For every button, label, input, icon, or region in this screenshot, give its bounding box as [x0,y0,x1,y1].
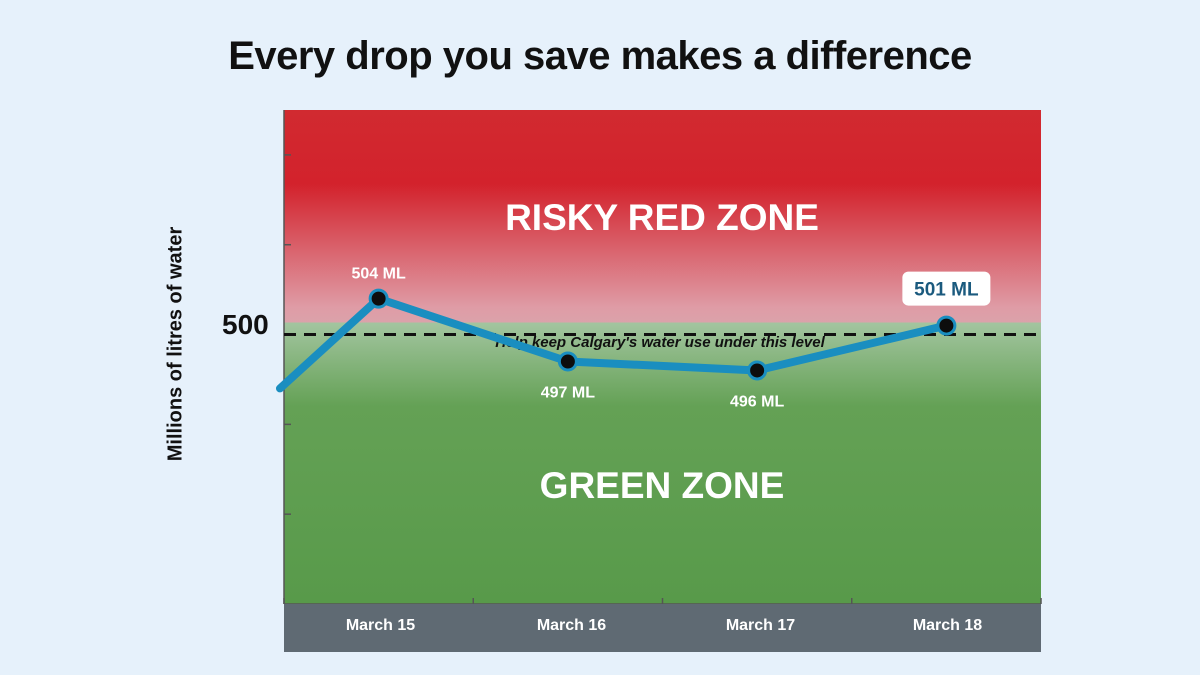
x-tick-label-march-16: March 16 [536,617,607,634]
threshold-annotation: Help keep Calgary's water use under this… [495,334,825,351]
data-point [936,315,957,336]
red-zone-label: RISKY RED ZONE [505,197,819,238]
chart-title: Every drop you save makes a difference [228,34,972,78]
data-point [368,288,389,309]
y-tick-label-500: 500 [222,309,269,340]
x-tick-label-march-18: March 18 [912,617,983,634]
data-label: 497 ML [541,384,595,401]
data-label: 504 ML [352,266,406,283]
data-point [747,360,768,381]
green-zone-label: GREEN ZONE [540,465,785,506]
data-label-box [902,271,991,306]
data-point [557,351,578,372]
x-tick-label-march-17: March 17 [725,617,796,634]
data-label: 501 ML [914,280,979,301]
data-series: 504 ML 497 ML 496 ML 501 ML [276,266,991,410]
data-label: 496 ML [730,393,784,410]
zone-background [284,110,1041,604]
x-tick-label-march-15: March 15 [345,617,416,634]
x-axis-band: March 15 March 16 March 17 March 18 [284,604,1041,652]
